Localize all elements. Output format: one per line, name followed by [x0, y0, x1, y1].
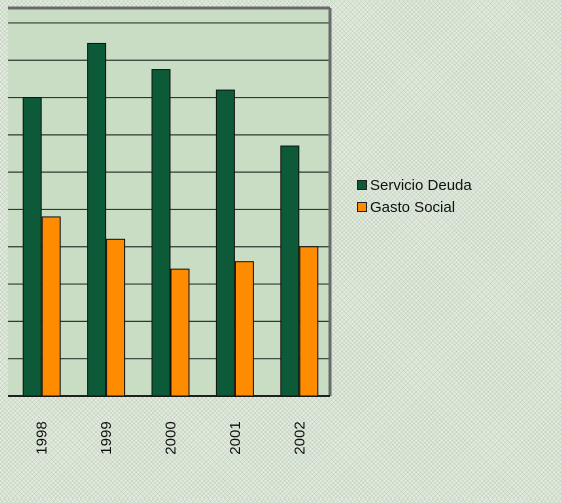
legend-item-gasto-social: Gasto Social [357, 196, 472, 218]
bar-gasto-social-1998 [41, 216, 61, 397]
legend-swatch-gasto-social [357, 202, 367, 212]
x-tick-labels: 1998 1999 2000 2001 2002 [34, 421, 309, 454]
bar-gasto-social-1999 [106, 238, 126, 397]
bar-servicio-deuda-2000 [151, 69, 171, 397]
x-tick-label-2002: 2002 [291, 421, 308, 454]
x-tick-label-1999: 1999 [98, 421, 115, 454]
bar-gasto-social-2001 [234, 261, 254, 397]
legend-label-servicio-deuda: Servicio Deuda [370, 176, 472, 194]
x-tick-label-2001: 2001 [227, 421, 244, 454]
bar-servicio-deuda-1999 [87, 42, 107, 397]
x-tick-label-2000: 2000 [163, 421, 180, 454]
legend-item-servicio-deuda: Servicio Deuda [357, 174, 472, 196]
legend-swatch-servicio-deuda [357, 180, 367, 190]
x-tick-label-1998: 1998 [34, 421, 51, 454]
bar-gasto-social-2000 [170, 268, 190, 397]
bar-servicio-deuda-2001 [215, 89, 235, 397]
bar-servicio-deuda-1998 [22, 97, 42, 397]
bar-servicio-deuda-2002 [280, 145, 300, 397]
legend-label-gasto-social: Gasto Social [370, 198, 456, 216]
legend: Servicio Deuda Gasto Social [357, 174, 472, 218]
bar-gasto-social-2002 [299, 246, 319, 397]
bars [22, 42, 319, 397]
